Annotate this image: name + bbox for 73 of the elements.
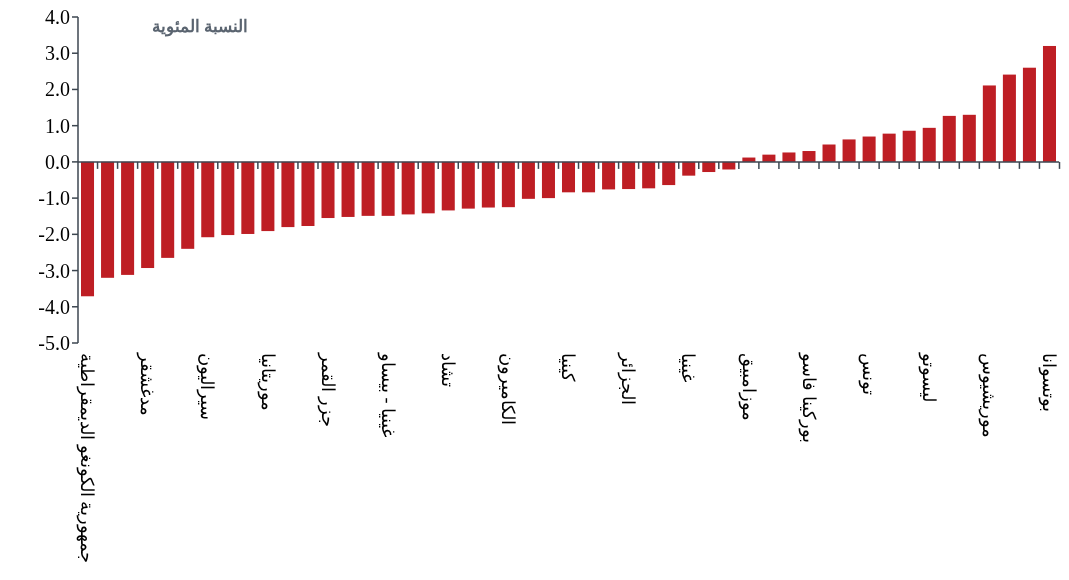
x-tick-label: تشاد bbox=[437, 353, 458, 387]
bar bbox=[121, 161, 135, 275]
y-tick-label: 1.0 bbox=[45, 114, 70, 137]
y-tick-label: -5.0 bbox=[38, 332, 70, 354]
bar bbox=[461, 161, 475, 209]
bar bbox=[301, 161, 315, 226]
x-tick-label: سيراليون bbox=[196, 353, 218, 420]
bar bbox=[321, 161, 335, 219]
bar bbox=[521, 161, 535, 199]
bar bbox=[101, 161, 115, 278]
bar bbox=[982, 85, 996, 162]
bar bbox=[501, 161, 515, 208]
x-tick-label: موريتانيا bbox=[256, 353, 278, 411]
x-tick-label: موريشيوس bbox=[978, 353, 1000, 438]
bar bbox=[782, 152, 796, 162]
bar bbox=[1022, 67, 1036, 162]
bar bbox=[561, 161, 576, 193]
bar bbox=[441, 161, 455, 211]
x-tick-label: بوركينا فاسو bbox=[797, 352, 819, 443]
x-tick-label: جزر القمر bbox=[316, 352, 338, 427]
bar bbox=[181, 161, 195, 249]
bar bbox=[341, 161, 355, 217]
x-tick-label: جمهورية الكونغو الديمقراطية bbox=[76, 353, 98, 563]
bar bbox=[261, 161, 275, 232]
y-tick-label: 4.0 bbox=[45, 6, 70, 28]
x-tick-label: موزامبيق bbox=[737, 353, 759, 421]
x-tick-label: غينيا - بيساو bbox=[376, 352, 398, 437]
x-tick-label: الكاميرون bbox=[497, 353, 519, 425]
bar bbox=[842, 139, 856, 162]
y-tick-label: -1.0 bbox=[38, 187, 70, 210]
bar bbox=[541, 161, 555, 199]
y-tick-label: 2.0 bbox=[45, 78, 70, 101]
bar bbox=[622, 161, 636, 190]
x-tick-label: غينيا bbox=[678, 353, 699, 382]
bar bbox=[882, 133, 896, 162]
bar bbox=[902, 130, 916, 162]
bar bbox=[381, 161, 395, 216]
bar bbox=[481, 161, 495, 208]
bar bbox=[582, 161, 596, 193]
x-tick-label: بوتسوانا bbox=[1038, 353, 1060, 412]
x-tick-label: مدغشقر bbox=[136, 352, 158, 416]
x-tick-label: تونس bbox=[857, 353, 879, 395]
bar bbox=[862, 136, 876, 162]
bar bbox=[201, 161, 215, 238]
y-tick-label: 3.0 bbox=[45, 42, 70, 65]
bar bbox=[942, 115, 956, 162]
bar bbox=[401, 161, 415, 215]
bar bbox=[161, 161, 175, 258]
bar bbox=[802, 151, 816, 162]
bar bbox=[1042, 45, 1056, 162]
bar bbox=[962, 114, 976, 162]
y-axis-title: النسبة المئوية bbox=[152, 17, 249, 37]
x-tick-label: ليسوتو bbox=[917, 352, 939, 402]
bar bbox=[81, 161, 95, 297]
y-tick-label: -3.0 bbox=[38, 259, 70, 282]
bar bbox=[281, 161, 295, 228]
x-tick-label: الجزائر bbox=[617, 352, 639, 405]
y-tick-label: -4.0 bbox=[38, 295, 70, 318]
bar bbox=[141, 161, 155, 269]
bar bbox=[221, 161, 235, 236]
bar bbox=[662, 161, 676, 186]
y-tick-label: 0.0 bbox=[45, 150, 70, 173]
bar bbox=[682, 161, 696, 176]
bar bbox=[361, 161, 375, 216]
bar bbox=[602, 161, 616, 190]
bar bbox=[822, 144, 836, 162]
x-tick-label: كينيا bbox=[558, 353, 579, 382]
bar bbox=[922, 127, 936, 162]
bar bbox=[642, 161, 656, 189]
bar bbox=[1002, 74, 1016, 162]
y-tick-label: -2.0 bbox=[38, 223, 70, 246]
bar bbox=[241, 161, 255, 234]
bar bbox=[421, 161, 435, 214]
